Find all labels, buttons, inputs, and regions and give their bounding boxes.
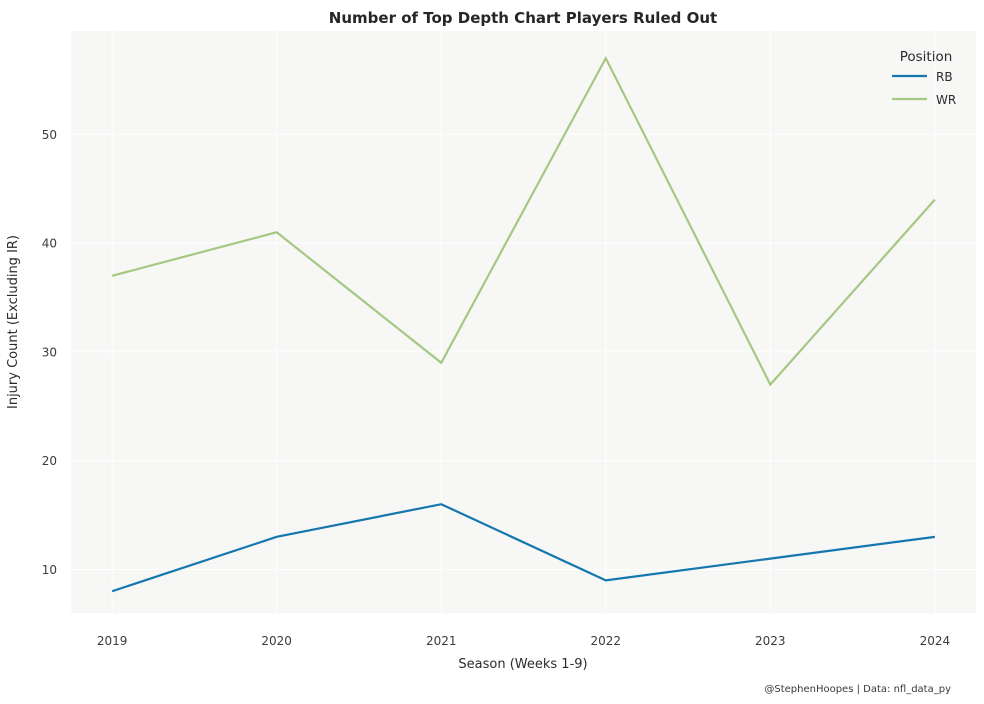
- y-tick-label: 50: [42, 128, 57, 142]
- rb-series-line: [111, 503, 936, 593]
- y-tick-label: 40: [42, 237, 57, 251]
- x-axis-tick-labels: 2019 2020 2021 2022 2023 2024: [97, 634, 950, 648]
- legend-item-rb: RB: [892, 70, 953, 84]
- chart-title: Number of Top Depth Chart Players Ruled …: [329, 9, 717, 27]
- legend-item-wr: WR: [892, 93, 956, 107]
- legend: Position RB WR: [892, 49, 956, 107]
- y-tick-label: 30: [42, 345, 57, 359]
- plot-area: [71, 31, 976, 613]
- y-axis-label: Injury Count (Excluding IR): [6, 235, 21, 409]
- gridlines: [71, 31, 976, 613]
- y-tick-label: 20: [42, 454, 57, 468]
- x-tick-label: 2019: [97, 634, 128, 648]
- x-axis-label: Season (Weeks 1-9): [458, 657, 587, 672]
- attribution: @StephenHoopes | Data: nfl_data_py: [764, 684, 951, 695]
- legend-title: Position: [900, 49, 953, 65]
- x-tick-label: 2020: [261, 634, 292, 648]
- series-lines: [111, 55, 936, 593]
- wr-series-line: [111, 55, 936, 387]
- x-tick-label: 2021: [426, 634, 457, 648]
- legend-item-label: RB: [936, 70, 953, 84]
- y-axis-tick-labels: 10 20 30 40 50: [42, 128, 57, 577]
- x-tick-label: 2023: [755, 634, 786, 648]
- x-tick-label: 2022: [590, 634, 621, 648]
- x-tick-label: 2024: [920, 634, 951, 648]
- legend-item-label: WR: [936, 93, 956, 107]
- y-tick-label: 10: [42, 563, 57, 577]
